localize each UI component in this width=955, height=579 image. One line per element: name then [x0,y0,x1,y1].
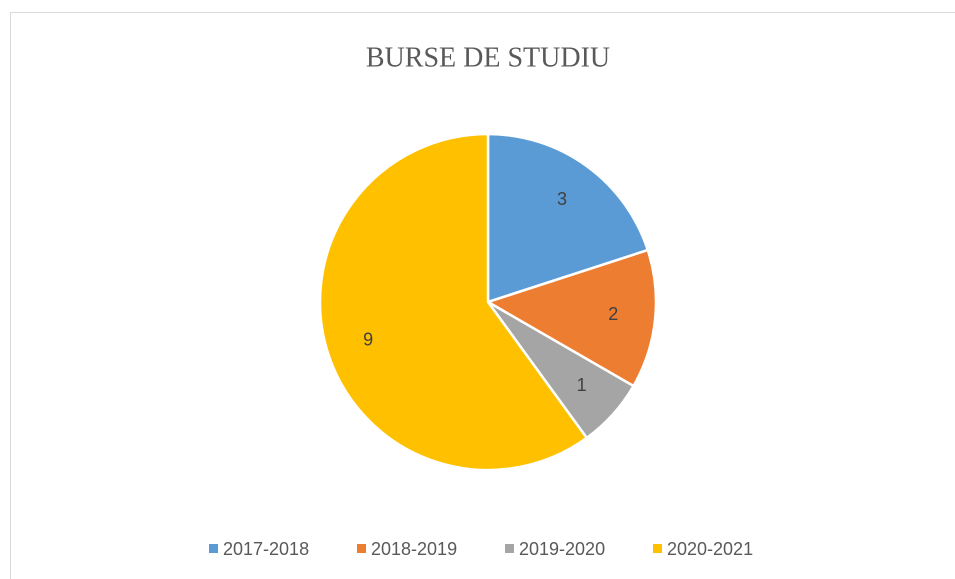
pie-slice [486,132,650,304]
data-label: 1 [577,375,587,395]
legend-label: 2020-2021 [667,539,753,559]
chart-title: BURSE DE STUDIU [366,42,610,73]
legend-swatch [505,544,514,553]
legend-swatch [357,544,366,553]
pie-slice [484,248,658,388]
legend-label: 2018-2019 [371,539,457,559]
data-label: 3 [557,189,567,209]
legend-label: 2017-2018 [223,539,309,559]
data-label: 2 [608,304,618,324]
pie-slice [318,132,589,472]
legend-swatch [209,544,218,553]
data-label: 9 [363,330,373,350]
legend-swatch [653,544,662,553]
legend-label: 2019-2020 [519,539,605,559]
